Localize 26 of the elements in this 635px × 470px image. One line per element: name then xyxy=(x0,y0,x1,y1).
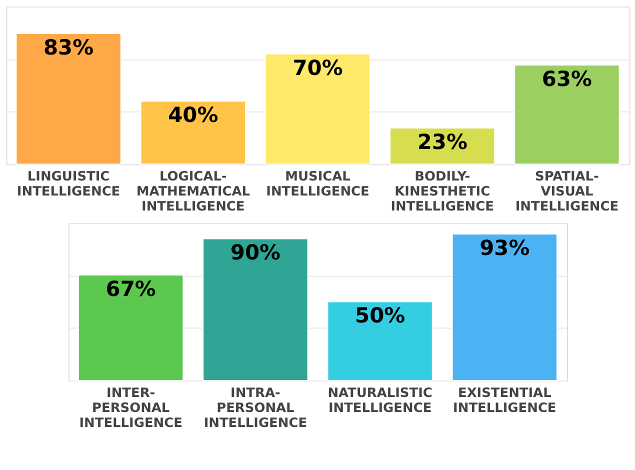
x-tick-label: BODILY-KINESTHETIC INTELLIGENCE xyxy=(390,170,494,215)
data-label: 83% xyxy=(43,35,94,60)
bar xyxy=(78,274,184,381)
data-label: 70% xyxy=(292,56,343,80)
x-tick-label: NATURALISTIC INTELLIGENCE xyxy=(328,386,432,416)
x-tick-label: INTER-PERSONAL INTELLIGENCE xyxy=(79,386,182,431)
x-tick-label: LOGICAL-MATHEMATICAL INTELLIGENCE xyxy=(136,170,250,215)
x-tick-label: INTRA-PERSONAL INTELLIGENCE xyxy=(204,386,308,431)
x-tick-label: MUSICAL INTELLIGENCE xyxy=(266,170,370,200)
bar xyxy=(327,301,433,381)
bar xyxy=(452,234,558,381)
data-label: 93% xyxy=(480,236,530,260)
x-tick-label: EXISTENTIAL INTELLIGENCE xyxy=(453,386,556,416)
bar xyxy=(264,53,371,165)
bar xyxy=(202,238,308,381)
data-label: 67% xyxy=(106,276,156,301)
x-tick-label: LINGUISTIC INTELLIGENCE xyxy=(16,170,120,200)
bar xyxy=(140,100,246,165)
data-label: 50% xyxy=(355,304,406,328)
data-label: 40% xyxy=(168,103,218,128)
data-label: 90% xyxy=(230,240,281,265)
x-tick-label: SPATIAL-VISUAL INTELLIGENCE xyxy=(515,170,619,215)
data-label: 63% xyxy=(542,66,592,91)
bar xyxy=(16,32,122,165)
data-label: 23% xyxy=(417,130,468,154)
bar xyxy=(514,64,620,165)
